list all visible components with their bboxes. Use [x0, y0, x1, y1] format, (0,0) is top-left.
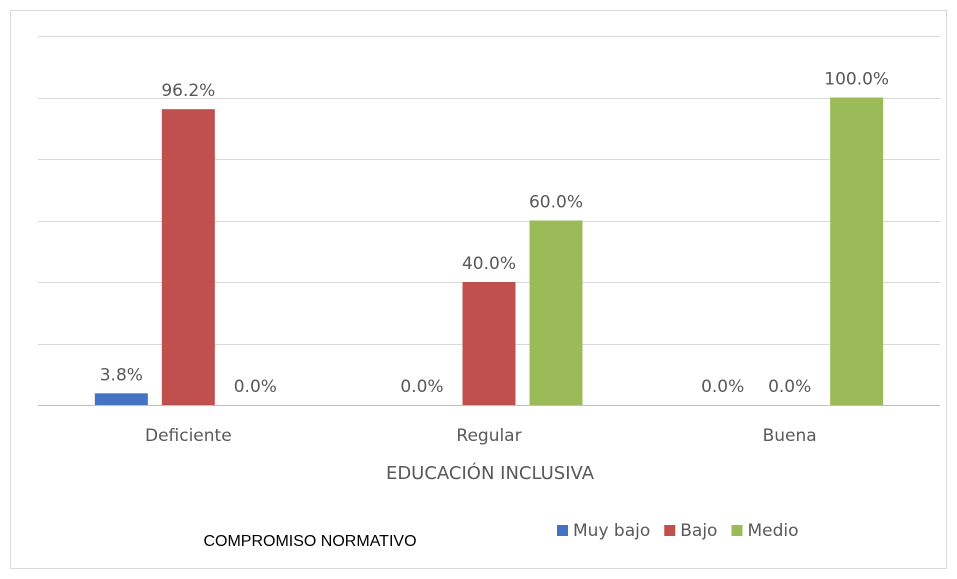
data-label: 0.0% — [234, 377, 277, 397]
x-tick-label: Regular — [456, 426, 521, 446]
bar — [529, 220, 583, 405]
x-axis-label: EDUCACIÓN INCLUSIVA — [386, 462, 595, 484]
data-label: 60.0% — [529, 193, 583, 213]
legend-swatch — [557, 525, 568, 536]
legend-label: Muy bajo — [573, 521, 650, 541]
data-label: 40.0% — [462, 254, 516, 274]
data-label: 0.0% — [701, 377, 744, 397]
data-label: 0.0% — [400, 377, 443, 397]
data-label: 3.8% — [100, 365, 143, 385]
legend-label: Medio — [747, 521, 798, 541]
legend-swatch — [664, 525, 676, 536]
bar — [94, 393, 148, 405]
bar — [830, 97, 884, 405]
bar — [462, 282, 516, 405]
legend-swatch — [731, 525, 743, 536]
legend-title: COMPROMISO NORMATIVO — [203, 533, 416, 550]
data-label: 96.2% — [161, 81, 215, 101]
bar — [161, 109, 215, 405]
data-label: 100.0% — [824, 70, 889, 90]
data-label: 0.0% — [768, 377, 811, 397]
x-tick-label: Buena — [763, 426, 817, 446]
legend-label: Bajo — [680, 521, 717, 541]
x-tick-label: Deficiente — [145, 426, 232, 446]
